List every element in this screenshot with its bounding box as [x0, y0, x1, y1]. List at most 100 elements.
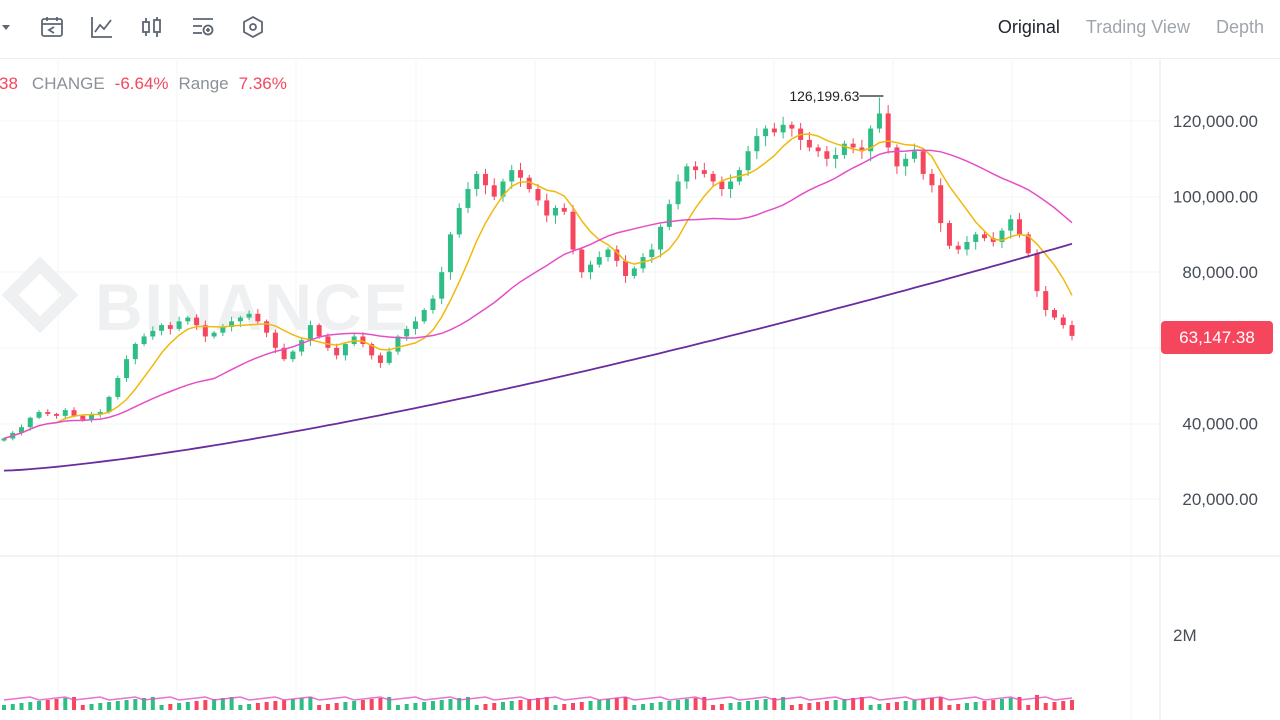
candle-body — [579, 249, 585, 273]
volume-bar — [702, 697, 707, 710]
candle-body — [911, 151, 917, 159]
last-price-fragment: 38 — [0, 74, 18, 93]
volume-bar — [851, 698, 856, 710]
candle-body — [360, 336, 366, 345]
candle-body — [649, 249, 655, 258]
volume-bar — [360, 700, 365, 710]
candle-body — [167, 325, 173, 329]
candle-body — [237, 317, 243, 322]
candle-body — [124, 359, 130, 379]
candle-body — [185, 317, 191, 322]
calendar-icon[interactable] — [39, 14, 65, 40]
candle-body — [264, 321, 270, 333]
volume-bar — [133, 699, 138, 710]
volume-bar — [737, 702, 742, 710]
volume-bar — [536, 698, 540, 710]
volume-bar — [938, 697, 943, 710]
volume-bar — [544, 697, 549, 710]
volume-bar — [422, 702, 427, 710]
candle-body — [903, 158, 909, 167]
candle-body — [850, 143, 856, 148]
volume-bar — [571, 703, 576, 710]
volume-bar — [597, 700, 602, 710]
volume-bar — [658, 702, 663, 710]
candle-body — [71, 410, 77, 416]
volume-bar — [395, 705, 400, 710]
y-axis-tick-label: 20,000.00 — [1182, 490, 1258, 509]
volume-bar — [194, 701, 199, 710]
tab-original[interactable]: Original — [997, 17, 1060, 37]
volume-axis-tick-label: 2M — [1173, 626, 1197, 645]
candle-body — [141, 336, 147, 345]
candle-body — [841, 143, 847, 156]
candle-body — [27, 417, 33, 428]
candlestick-icon[interactable] — [139, 14, 165, 40]
candle-body — [500, 181, 506, 197]
candle-body — [45, 412, 51, 414]
tab-trading-view[interactable]: Trading View — [1085, 17, 1190, 37]
candle-body — [981, 234, 987, 239]
candle-body — [824, 151, 830, 159]
volume-bar — [641, 704, 646, 710]
volume-bar — [98, 703, 103, 710]
volume-bar — [903, 701, 908, 710]
volume-bar — [439, 700, 444, 710]
volume-bar — [746, 701, 751, 710]
candle-body — [605, 249, 611, 258]
volume-bar — [833, 700, 838, 710]
view-tabs: Original Trading View Depth — [998, 17, 1264, 38]
candle-body — [89, 413, 95, 420]
volume-bar — [842, 699, 847, 710]
candle-body — [833, 155, 839, 159]
candle-body — [150, 330, 156, 337]
high-annotation-label: 126,199.63 — [789, 88, 859, 104]
volume-bar — [606, 699, 611, 710]
volume-bar — [859, 697, 864, 710]
volume-bar — [684, 699, 689, 710]
candle-body — [614, 249, 620, 261]
indicator-settings-icon[interactable] — [190, 14, 216, 40]
hexagon-settings-icon[interactable] — [240, 14, 266, 40]
volume-bar — [107, 702, 112, 710]
change-label: CHANGE — [31, 74, 105, 93]
candle-body — [929, 173, 935, 186]
candle-body — [561, 207, 567, 212]
volume-bar — [229, 697, 234, 710]
volume-bar — [894, 702, 899, 710]
candle-body — [973, 234, 979, 242]
candle-body — [517, 170, 523, 178]
volume-bar — [334, 703, 339, 710]
volume-bar — [562, 704, 567, 710]
candle-body — [964, 241, 970, 250]
volume-bar — [868, 705, 873, 710]
candle-body — [386, 351, 392, 363]
range-label: Range — [178, 74, 229, 93]
stats-bar: 38 CHANGE -6.64% Range 7.36% — [0, 74, 287, 94]
volume-bar — [168, 704, 173, 710]
volume-bar — [982, 701, 987, 710]
candle-body — [255, 313, 261, 322]
candle-body — [36, 412, 42, 418]
candle-body — [159, 325, 165, 331]
candle-body — [430, 298, 436, 310]
volume-bar — [754, 700, 759, 710]
line-chart-icon[interactable] — [89, 14, 115, 40]
candle-body — [526, 177, 532, 190]
candle-body — [404, 328, 410, 337]
volume-bar — [807, 703, 812, 710]
volume-bar — [588, 701, 593, 710]
volume-bar — [247, 704, 252, 710]
candle-body — [509, 170, 515, 182]
volume-bar — [63, 698, 68, 710]
volume-bar — [299, 698, 304, 710]
candle-body — [439, 272, 445, 299]
tab-depth[interactable]: Depth — [1215, 17, 1264, 37]
volume-bar — [317, 705, 322, 710]
volume-bar — [518, 700, 523, 710]
candle-body — [885, 113, 891, 148]
dropdown-caret-icon[interactable] — [0, 14, 12, 40]
volume-bar — [1026, 705, 1031, 710]
candle-body — [132, 344, 138, 360]
volume-bar — [781, 697, 786, 710]
